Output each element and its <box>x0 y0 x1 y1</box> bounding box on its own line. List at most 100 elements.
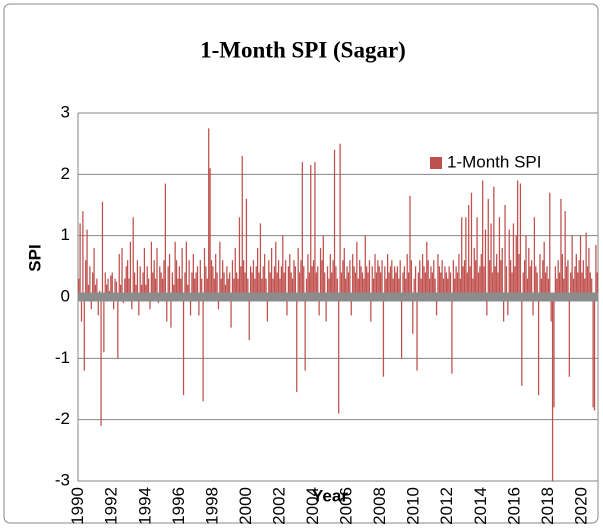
bar <box>138 297 140 316</box>
bar <box>447 278 449 297</box>
bar <box>364 235 366 297</box>
bar <box>526 278 529 297</box>
bar <box>343 247 345 297</box>
bar <box>305 278 308 297</box>
bar <box>444 266 446 297</box>
bar <box>359 260 361 297</box>
bar <box>275 241 277 297</box>
bar <box>161 278 164 297</box>
bar <box>480 254 482 297</box>
bar <box>514 266 516 297</box>
bar <box>234 247 236 297</box>
bar <box>152 272 154 297</box>
bar <box>258 272 260 297</box>
bar <box>217 297 220 310</box>
bar <box>139 266 141 297</box>
bar <box>314 162 316 297</box>
bar <box>251 272 253 297</box>
bar <box>537 297 540 396</box>
bar <box>86 229 88 297</box>
bar <box>146 266 148 297</box>
bar <box>353 266 355 297</box>
bar <box>173 284 175 297</box>
bar <box>592 297 594 408</box>
bar <box>196 266 199 297</box>
bar <box>399 260 401 297</box>
x-tick-label: 2020 <box>571 487 590 525</box>
bar <box>185 241 187 297</box>
bar <box>160 272 162 297</box>
bar <box>424 272 426 297</box>
x-tick-label: 2000 <box>236 487 255 525</box>
bar <box>133 272 136 297</box>
bar <box>423 266 425 297</box>
bar <box>504 205 506 297</box>
bar <box>486 297 488 316</box>
bar <box>557 260 559 297</box>
bar <box>349 260 351 297</box>
bar <box>290 272 292 297</box>
bar <box>505 266 508 297</box>
bar <box>300 260 302 297</box>
bar <box>539 254 541 297</box>
bar <box>483 266 485 297</box>
bar <box>189 297 192 316</box>
bar <box>82 211 84 297</box>
bar <box>223 272 225 297</box>
bar <box>503 297 505 322</box>
bar <box>199 260 201 297</box>
y-tick-label: 1 <box>61 225 70 244</box>
bar <box>268 260 270 297</box>
bar <box>407 272 410 297</box>
bar <box>174 241 176 297</box>
bar <box>140 284 143 297</box>
bar <box>175 260 178 297</box>
bar <box>328 278 330 297</box>
bar <box>593 297 596 411</box>
bar <box>156 247 158 297</box>
bar <box>550 297 552 322</box>
y-tick-label: -2 <box>55 409 70 428</box>
bar <box>356 241 358 297</box>
bar <box>103 297 105 353</box>
bar <box>487 198 489 297</box>
bar <box>501 247 503 297</box>
bar <box>226 266 228 297</box>
bar <box>229 272 231 297</box>
bar <box>89 266 91 297</box>
bar <box>319 247 322 297</box>
bar <box>380 272 382 297</box>
bar <box>454 278 456 297</box>
bar <box>536 272 538 297</box>
x-tick-label: 2002 <box>269 487 288 525</box>
bar <box>391 260 393 297</box>
bar <box>147 278 150 297</box>
bar <box>437 254 439 297</box>
bar <box>201 278 203 297</box>
bar <box>335 266 337 297</box>
bar <box>250 266 252 297</box>
bar <box>184 272 186 297</box>
bar <box>150 241 153 297</box>
x-tick-label: 1994 <box>135 487 154 525</box>
bar <box>182 297 185 396</box>
bar <box>581 272 583 297</box>
bar <box>558 272 561 297</box>
bar <box>463 260 466 297</box>
bar <box>209 168 211 297</box>
bar <box>410 260 413 297</box>
bar <box>206 278 208 297</box>
bar <box>560 198 562 297</box>
bar <box>282 235 284 297</box>
bar <box>85 260 87 297</box>
bar <box>389 266 392 297</box>
bar <box>350 297 352 316</box>
bar <box>213 278 215 297</box>
bar <box>93 247 95 297</box>
bar <box>296 297 298 393</box>
bar <box>589 272 591 297</box>
bar <box>563 278 565 297</box>
bar <box>475 260 477 297</box>
bar <box>466 272 468 297</box>
bar <box>498 217 501 297</box>
